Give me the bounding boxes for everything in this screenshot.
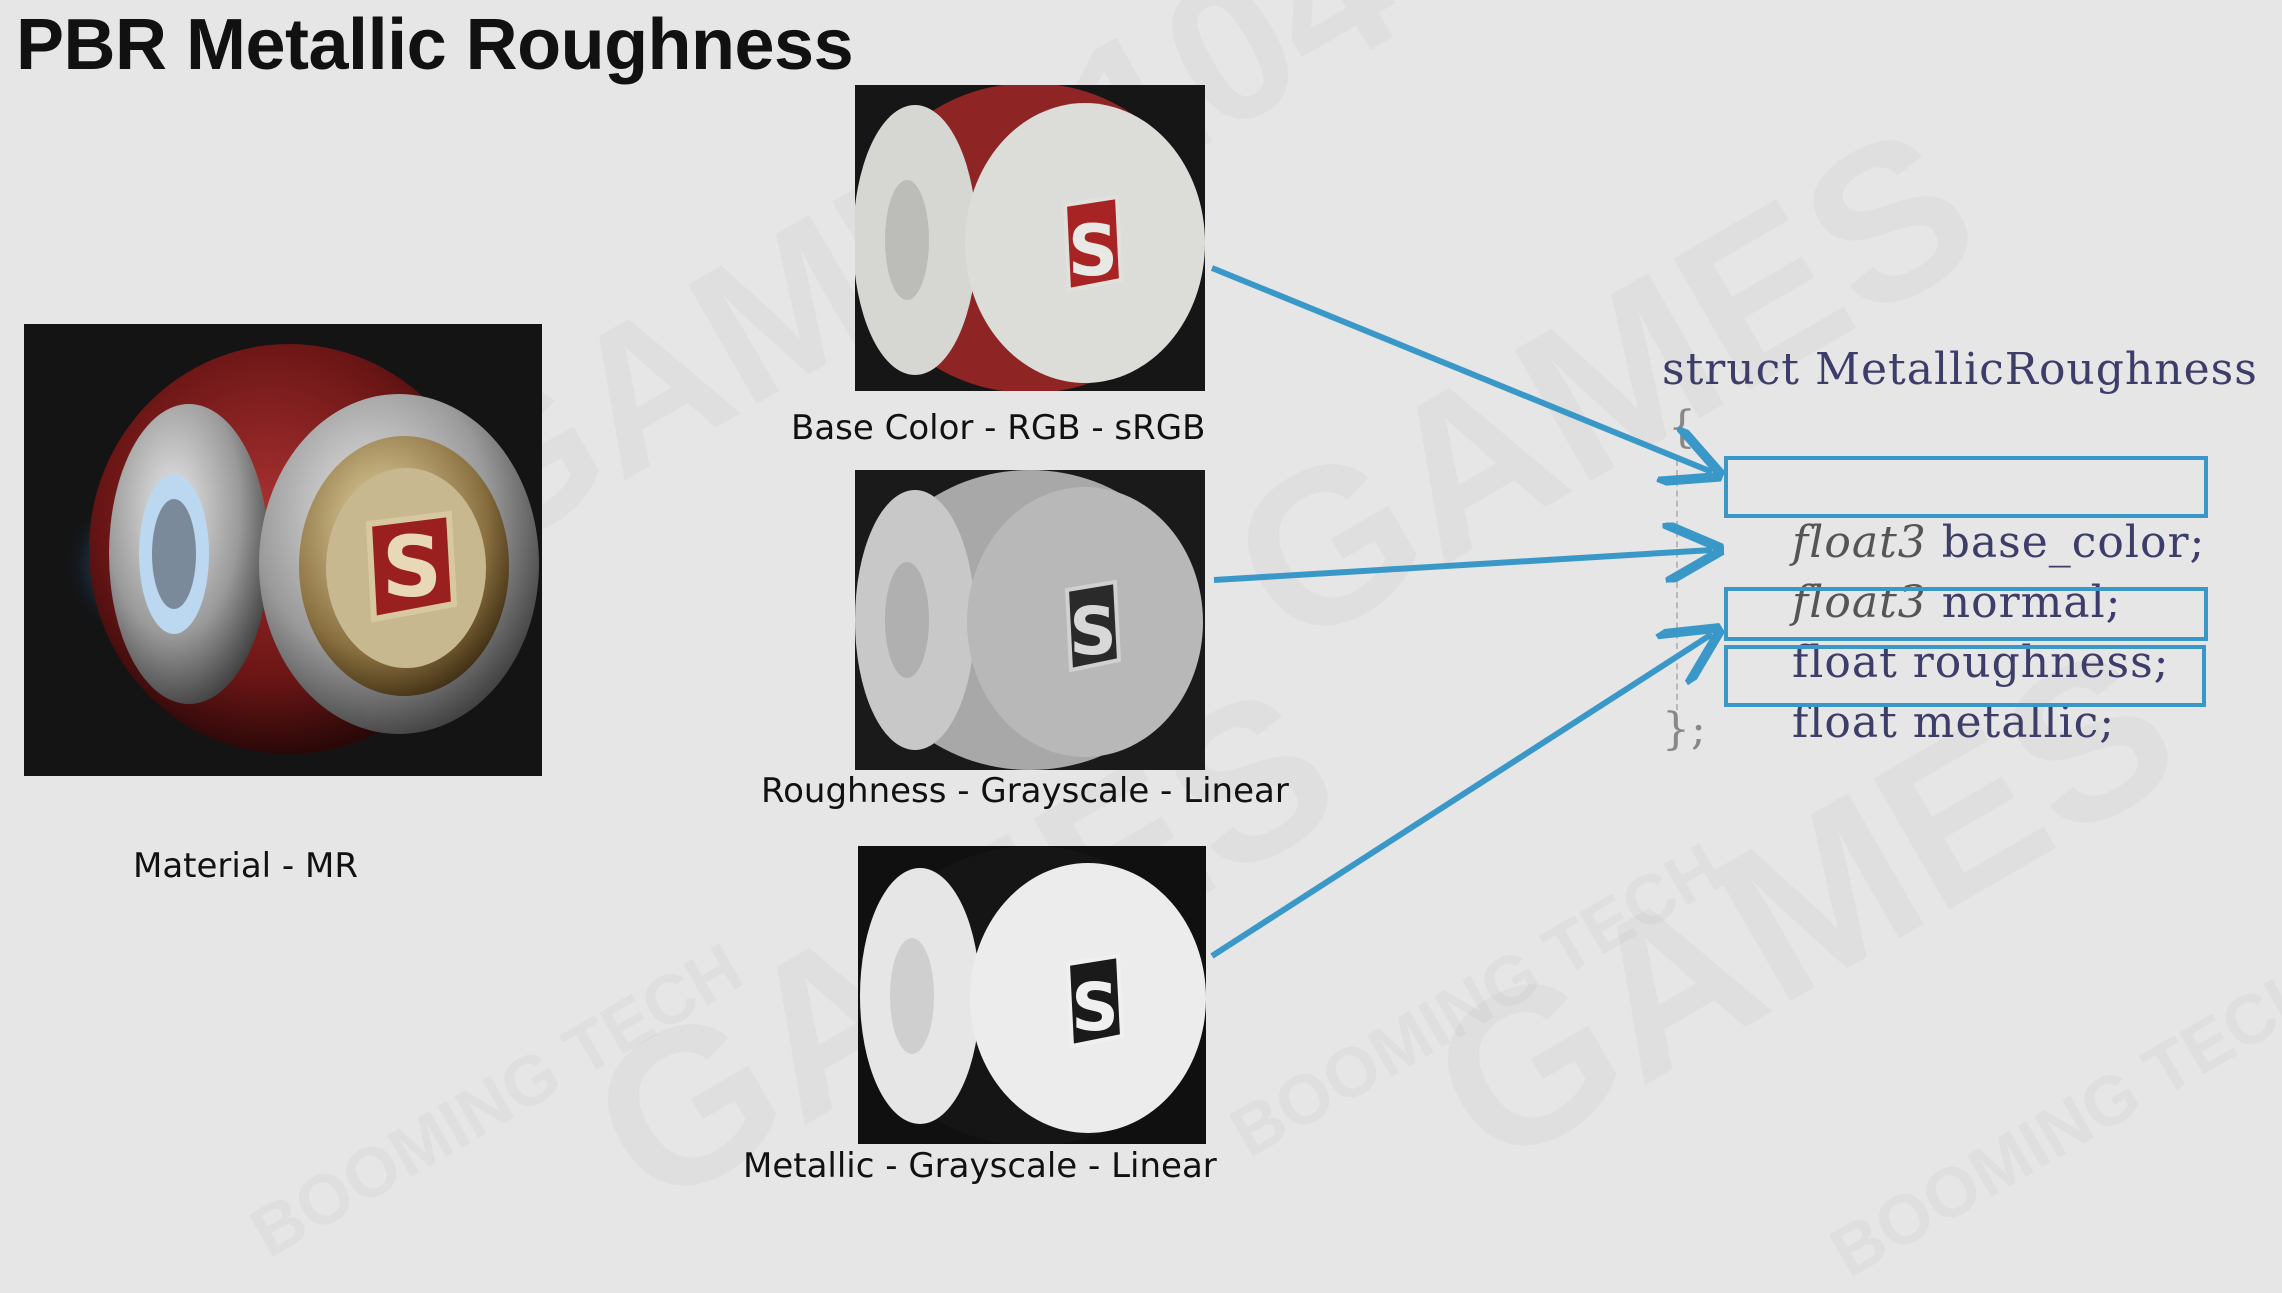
roughness-caption: Roughness - Grayscale - Linear <box>761 771 1289 811</box>
metallic-logo-letter: S <box>1071 969 1119 1046</box>
material-caption: Material - MR <box>133 846 358 886</box>
base-color-logo-letter: S <box>1068 210 1118 292</box>
code-field-normal: float3 normal; <box>1762 526 2121 628</box>
arrow-base-color <box>1210 265 1712 472</box>
code-field-base-color: float3 base_color; <box>1762 466 2205 568</box>
roughness-map-image: S <box>855 470 1205 770</box>
code-type-float3: float3 <box>1791 517 1927 568</box>
base-color-map-image: S <box>855 85 1205 391</box>
material-logo-letter: S <box>382 518 443 616</box>
code-close-brace: }; <box>1662 704 1707 755</box>
connector-arrows <box>1210 265 2282 959</box>
roughness-logo-letter: S <box>1069 593 1117 670</box>
roughness-ball-graphic: S <box>855 470 1205 770</box>
code-name-base-color: base_color; <box>1941 517 2206 568</box>
arrow-normal <box>1213 550 1712 583</box>
metallic-map-image: S <box>858 846 1206 1144</box>
highlight-box-roughness <box>1724 587 2208 641</box>
material-ball-graphic: S <box>24 324 542 776</box>
metallic-ball-graphic: S <box>858 846 1206 1144</box>
code-name-normal: normal; <box>1941 577 2122 628</box>
metallic-caption: Metallic - Grayscale - Linear <box>743 1146 1217 1186</box>
arrow-metallic <box>1210 634 1712 959</box>
base-color-caption: Base Color - RGB - sRGB <box>791 408 1206 448</box>
code-indent-guide <box>1676 460 1678 710</box>
slide-title: PBR Metallic Roughness <box>16 5 854 85</box>
highlight-box-base-color <box>1724 456 2208 518</box>
material-render-image: S <box>24 324 542 776</box>
base-color-ball-graphic: S <box>855 85 1205 391</box>
code-struct-line: struct MetallicRoughness <box>1662 344 2258 395</box>
code-type-float3: float3 <box>1791 577 1927 628</box>
